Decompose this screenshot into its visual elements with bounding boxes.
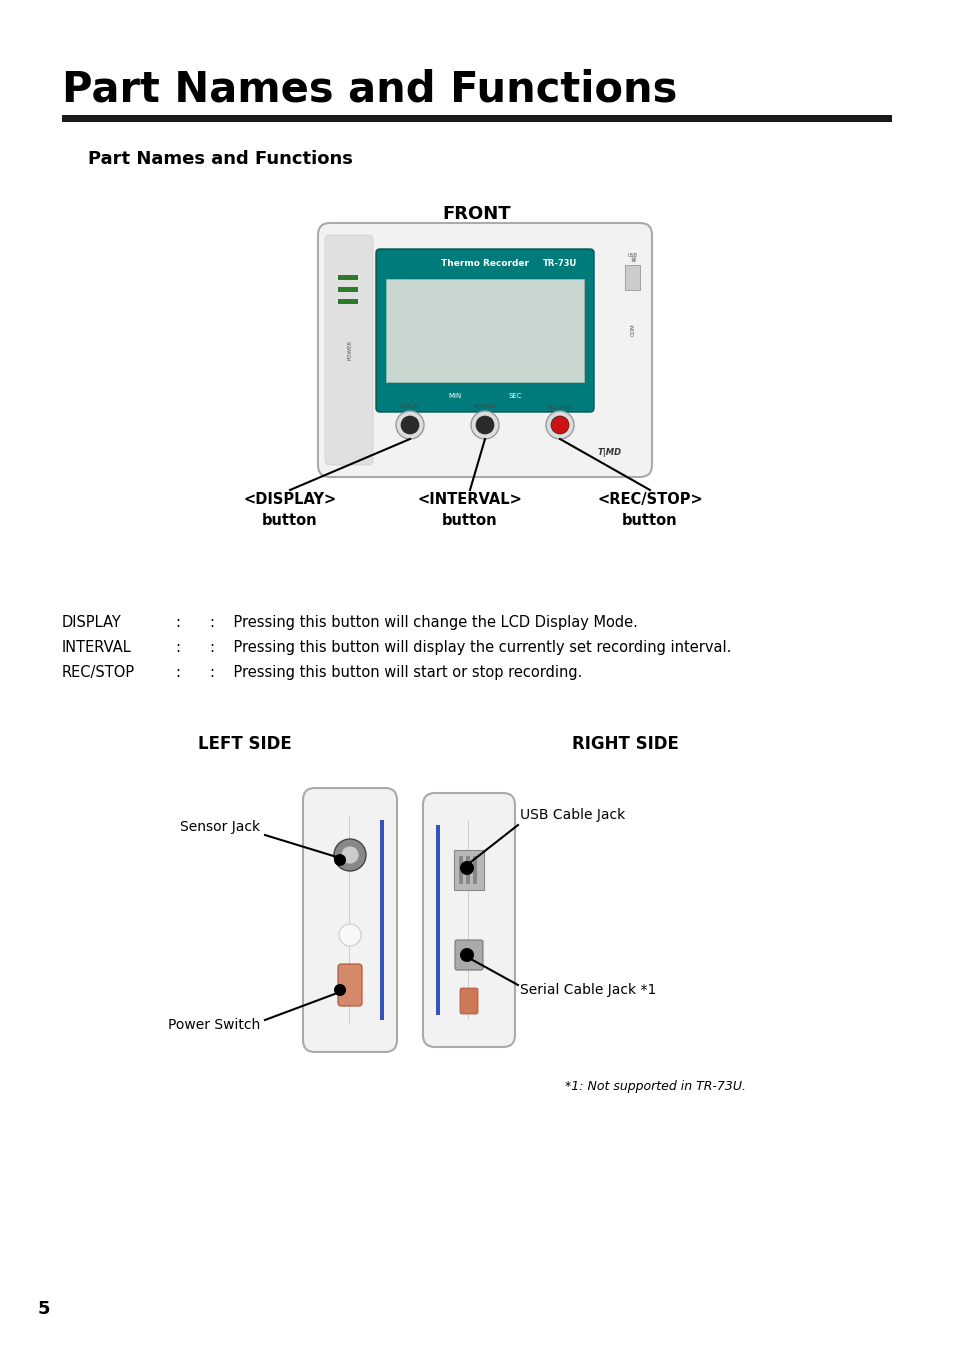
Circle shape [471,412,498,438]
Text: <REC/STOP>
button: <REC/STOP> button [597,492,702,529]
Bar [337,274,357,280]
Text: USB: USB [627,253,638,258]
Text: 5: 5 [38,1301,51,1318]
Text: MIN: MIN [448,393,461,399]
FancyBboxPatch shape [337,964,361,1006]
Circle shape [459,861,474,876]
Text: Part Names and Functions: Part Names and Functions [88,151,353,168]
Bar [436,824,439,1015]
FancyBboxPatch shape [454,850,483,890]
Circle shape [334,985,346,997]
Text: RIGHT SIDE: RIGHT SIDE [571,734,678,753]
Text: LEFT SIDE: LEFT SIDE [198,734,292,753]
FancyBboxPatch shape [455,940,482,970]
FancyBboxPatch shape [422,794,515,1046]
Bar [379,820,384,1020]
FancyBboxPatch shape [325,235,373,465]
Bar [337,299,357,304]
Bar [349,815,350,1025]
Bar [468,820,469,1020]
Circle shape [334,839,366,872]
Text: SEC: SEC [508,393,521,399]
Text: REC/STOP: REC/STOP [547,405,572,409]
Text: :    Pressing this button will change the LCD Display Mode.: : Pressing this button will change the L… [210,615,638,629]
Text: T|MD: T|MD [598,448,621,457]
Circle shape [338,924,360,946]
Text: *1: Not supported in TR-73U.: *1: Not supported in TR-73U. [564,1080,745,1093]
Text: Part Names and Functions: Part Names and Functions [62,69,677,110]
Bar [62,116,891,122]
Circle shape [340,846,358,863]
FancyBboxPatch shape [459,989,477,1014]
Text: COM: COM [630,323,635,336]
Text: <DISPLAY>
button: <DISPLAY> button [243,492,336,529]
Text: Sensor Jack: Sensor Jack [180,820,260,834]
Text: INTERVAL: INTERVAL [62,640,132,655]
Circle shape [551,416,568,434]
Text: Power Switch: Power Switch [168,1018,260,1032]
Text: :: : [174,640,180,655]
Circle shape [476,416,494,434]
Bar [458,855,462,884]
Bar [337,286,357,292]
Bar [624,265,639,291]
Text: :: : [174,664,180,681]
Bar [465,855,470,884]
Text: POWER: POWER [347,340,352,360]
FancyBboxPatch shape [386,278,583,382]
FancyBboxPatch shape [317,223,651,477]
Text: DISPLAY: DISPLAY [62,615,122,629]
FancyBboxPatch shape [303,788,396,1052]
Text: DISPLAY: DISPLAY [399,405,419,409]
Circle shape [395,412,423,438]
Bar [473,855,476,884]
Circle shape [400,416,418,434]
Circle shape [545,412,574,438]
Circle shape [334,854,346,866]
Text: INTERVAL: INTERVAL [473,405,497,409]
FancyBboxPatch shape [375,249,594,412]
Text: TR-73U: TR-73U [542,258,577,268]
Text: Thermo Recorder: Thermo Recorder [440,258,529,268]
Text: :: : [174,615,180,629]
Text: :    Pressing this button will start or stop recording.: : Pressing this button will start or sto… [210,664,581,681]
Text: USB Cable Jack: USB Cable Jack [519,808,624,822]
Circle shape [459,948,474,962]
Text: ⌘: ⌘ [630,258,635,264]
Text: <INTERVAL>
button: <INTERVAL> button [417,492,522,529]
Text: :    Pressing this button will display the currently set recording interval.: : Pressing this button will display the … [210,640,731,655]
Text: FRONT: FRONT [442,204,511,223]
Text: Serial Cable Jack *1: Serial Cable Jack *1 [519,983,656,997]
Text: REC/STOP: REC/STOP [62,664,135,681]
